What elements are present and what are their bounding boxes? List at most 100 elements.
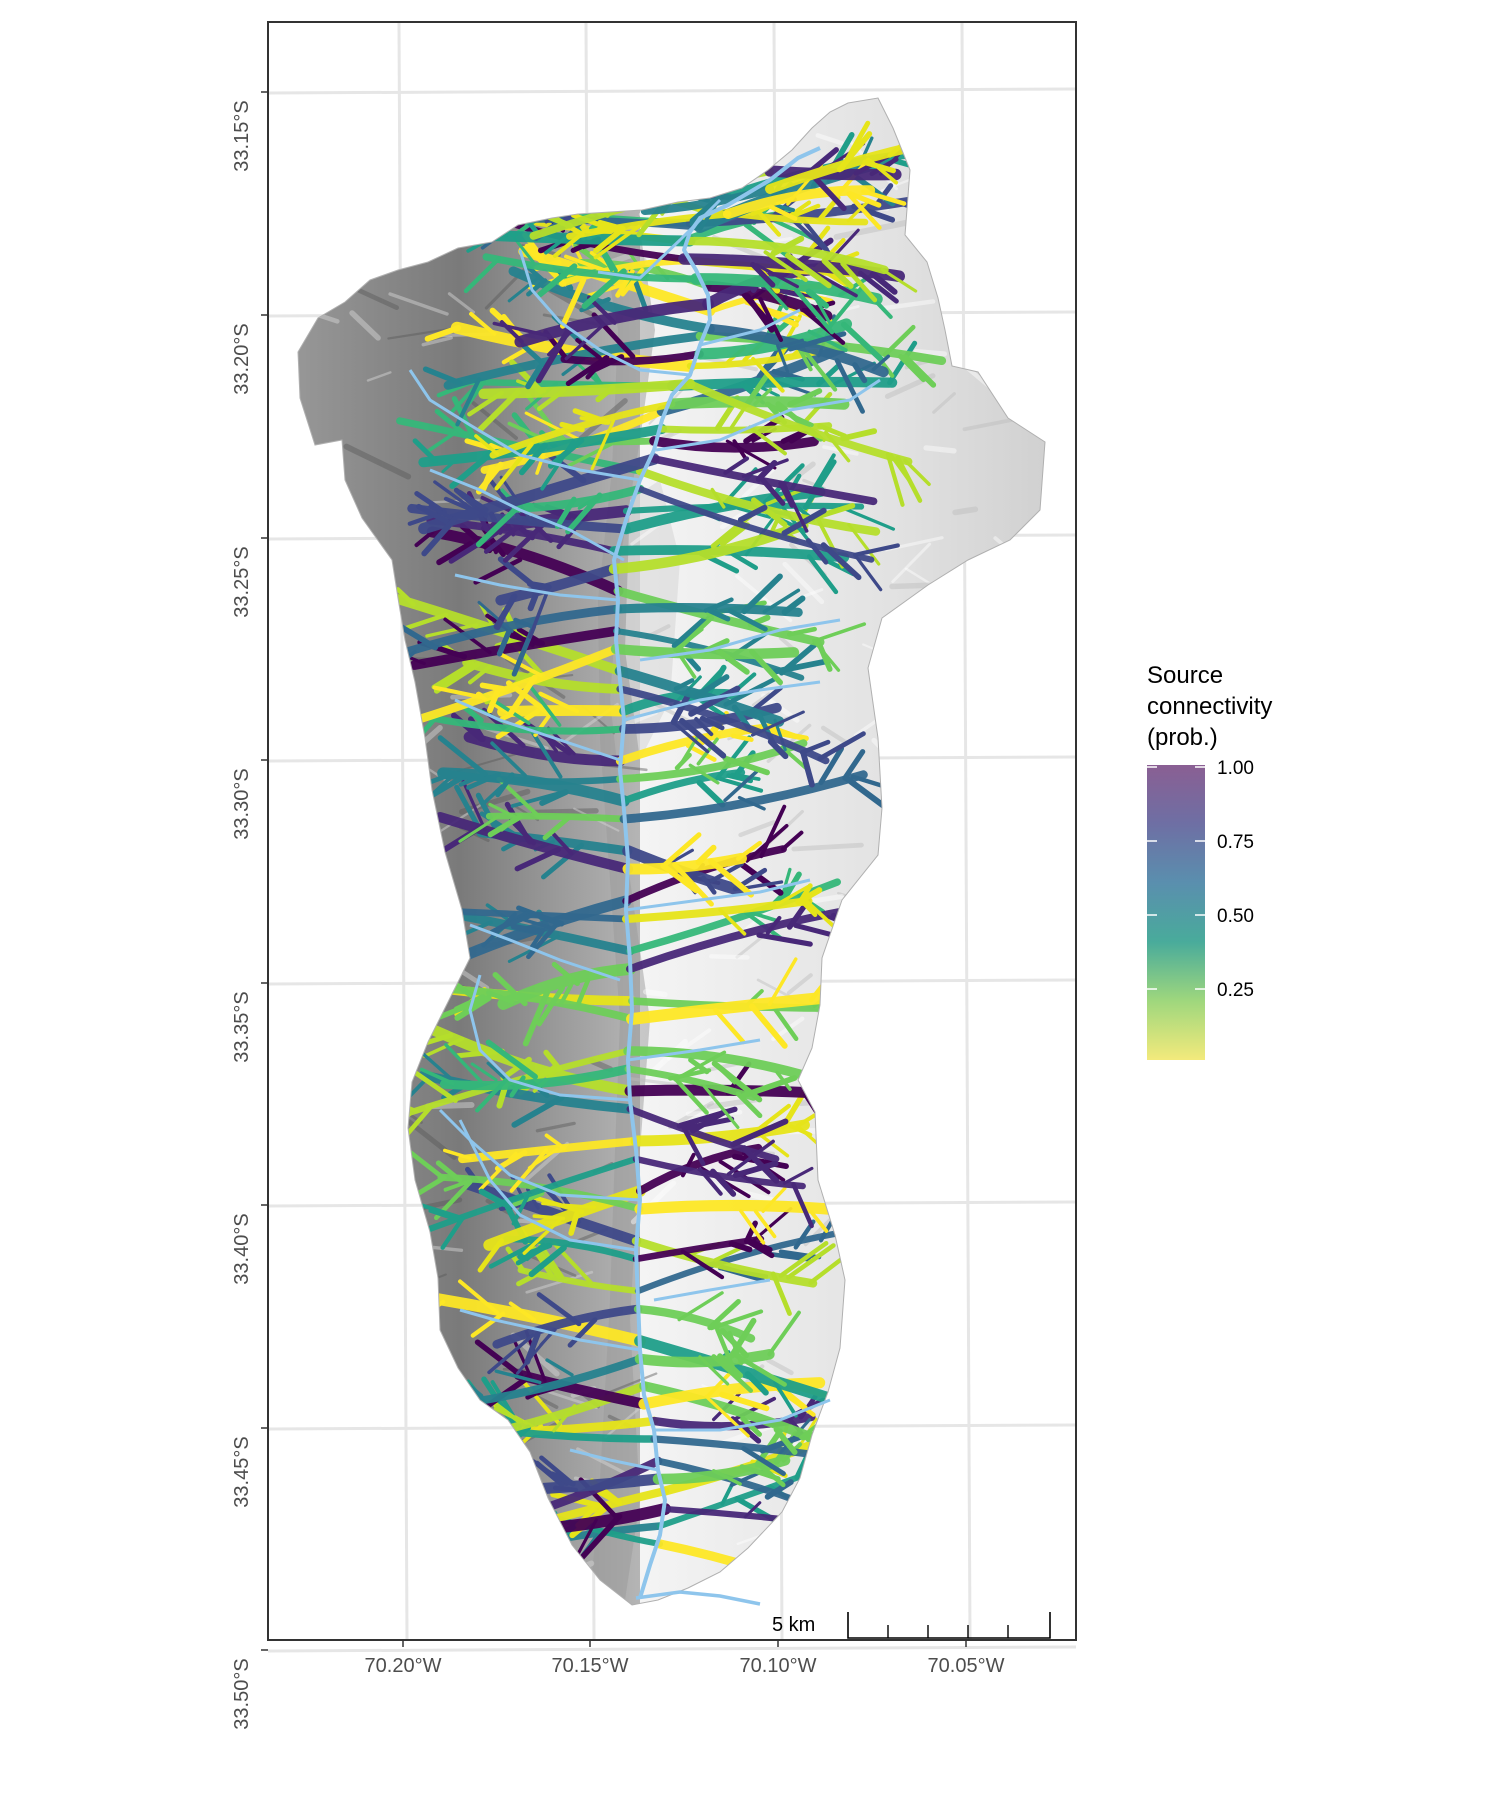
channel-branch bbox=[737, 504, 768, 523]
channel-branch bbox=[820, 542, 862, 581]
channel-stroke bbox=[409, 626, 621, 670]
channel-branch bbox=[743, 382, 762, 399]
tributary-channel bbox=[626, 1105, 789, 1184]
channel-stroke bbox=[560, 350, 704, 366]
channel-branch bbox=[785, 252, 832, 289]
legend-tick-label: 0.50 bbox=[1217, 906, 1254, 927]
channel-branch bbox=[516, 1270, 542, 1287]
channel-branch bbox=[495, 594, 516, 631]
outlet-river bbox=[635, 1590, 761, 1606]
channel-branch bbox=[821, 258, 854, 289]
tributary-channel bbox=[437, 726, 624, 798]
channel-branch bbox=[675, 615, 715, 653]
channel-branch bbox=[411, 1068, 458, 1103]
channel-branch bbox=[508, 1301, 537, 1322]
channel-branch bbox=[840, 321, 884, 362]
channel-branch bbox=[710, 1168, 737, 1197]
channel-branch bbox=[698, 1355, 730, 1386]
tributary-channel bbox=[632, 1139, 814, 1229]
channel-branch bbox=[508, 912, 535, 927]
channel-stroke bbox=[404, 1155, 640, 1240]
tributary-channel bbox=[631, 1236, 844, 1316]
channel-stroke bbox=[626, 903, 869, 973]
channel-branch bbox=[593, 225, 626, 254]
tributary-channel bbox=[442, 1133, 641, 1193]
channel-branch bbox=[713, 1245, 744, 1262]
channel-branch bbox=[806, 147, 839, 175]
hillshade-ridge bbox=[605, 1372, 658, 1395]
channel-branch bbox=[470, 1062, 498, 1082]
tributary-river bbox=[468, 974, 631, 1102]
hillshade-ridge bbox=[349, 310, 381, 341]
channel-branch bbox=[781, 595, 806, 616]
longitude-tick-label: 70.05°W bbox=[928, 1655, 1005, 1677]
channel-branch bbox=[428, 504, 456, 522]
channel-branch bbox=[412, 438, 438, 464]
channel-branch bbox=[511, 1094, 565, 1128]
channel-branch bbox=[528, 684, 562, 727]
channel-branch bbox=[443, 1179, 471, 1192]
hillshade-ridge bbox=[388, 292, 449, 316]
tributary-channel bbox=[685, 235, 918, 303]
channel-branch bbox=[846, 199, 871, 223]
channel-stroke bbox=[622, 845, 787, 905]
longitude-tick-label: 70.15°W bbox=[552, 1655, 629, 1677]
latitude-tick-label: 33.15°S bbox=[231, 100, 253, 171]
channel-branch bbox=[749, 648, 784, 686]
channel-branch bbox=[443, 496, 480, 515]
channel-branch bbox=[795, 887, 823, 905]
channel-branch bbox=[842, 749, 866, 781]
channel-branch bbox=[805, 288, 830, 309]
channel-branch bbox=[778, 480, 795, 508]
tributary-channel bbox=[636, 485, 900, 592]
hillshade-ridge bbox=[923, 445, 957, 454]
channel-branch bbox=[695, 844, 717, 866]
channel-branch bbox=[812, 638, 841, 672]
channel-stroke bbox=[497, 963, 636, 1010]
tributary-channel bbox=[616, 685, 866, 788]
channel-branch bbox=[762, 588, 801, 614]
channel-branch bbox=[701, 875, 717, 895]
tributary-river bbox=[655, 378, 881, 452]
channel-branch bbox=[736, 840, 762, 861]
channel-branch bbox=[477, 1238, 505, 1273]
channel-branch bbox=[459, 523, 493, 554]
hillshade-ridge bbox=[343, 443, 412, 480]
channel-branch bbox=[453, 994, 486, 1013]
hillshade-ridge bbox=[932, 392, 956, 414]
channel-branch bbox=[437, 735, 488, 777]
channel-branch bbox=[759, 804, 787, 859]
channel-branch bbox=[741, 458, 789, 478]
hillshade-ridge bbox=[439, 801, 486, 833]
tributary-river bbox=[458, 1119, 637, 1252]
channel-branch bbox=[722, 755, 770, 776]
channel-branch bbox=[806, 554, 839, 595]
channel-branch bbox=[808, 1256, 844, 1285]
channel-branch bbox=[515, 1242, 551, 1266]
channel-branch bbox=[500, 1056, 532, 1081]
channel-branch bbox=[486, 687, 501, 714]
channel-branch bbox=[801, 307, 846, 345]
channel-branch bbox=[744, 1371, 769, 1396]
channel-stroke bbox=[649, 436, 819, 453]
channel-branch bbox=[481, 912, 517, 948]
channel-branch bbox=[806, 538, 829, 565]
hillshade-ridge bbox=[815, 133, 845, 146]
channel-branch bbox=[694, 716, 714, 737]
channel-stroke bbox=[704, 323, 889, 378]
channel-branch bbox=[696, 779, 726, 808]
channel-branch bbox=[532, 1214, 566, 1221]
channel-stroke bbox=[621, 896, 813, 924]
channel-branch bbox=[444, 1043, 483, 1083]
channel-branch bbox=[510, 923, 543, 935]
channel-branch bbox=[488, 1241, 538, 1269]
channel-branch bbox=[765, 915, 782, 935]
tributary-channel bbox=[610, 615, 800, 686]
channel-branch bbox=[404, 1147, 445, 1180]
channel-branch bbox=[544, 235, 568, 255]
tributary-river bbox=[518, 249, 691, 377]
channel-branch bbox=[728, 1240, 753, 1253]
channel-branch bbox=[880, 267, 918, 293]
channel-branch bbox=[800, 749, 815, 788]
hillshade-ridge bbox=[642, 989, 668, 998]
